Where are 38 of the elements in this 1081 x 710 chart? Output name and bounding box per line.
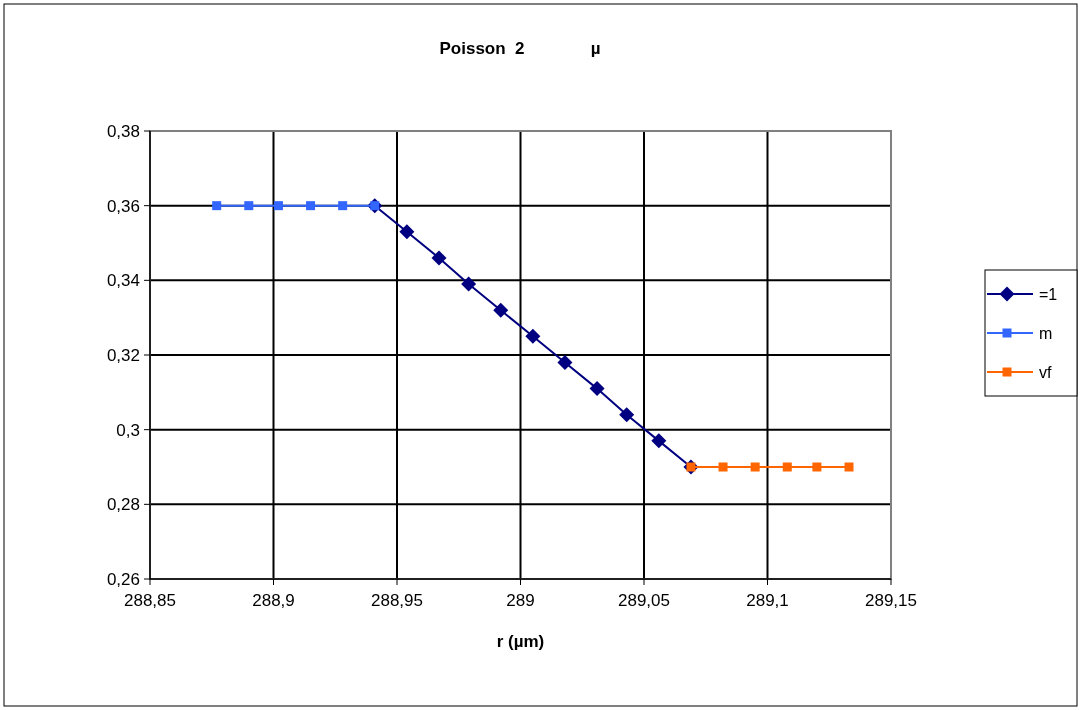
legend-label: vf bbox=[1039, 364, 1052, 381]
point bbox=[212, 201, 222, 211]
point bbox=[525, 328, 541, 344]
legend-label: =1 bbox=[1039, 286, 1058, 303]
x-tick-label: 288,9 bbox=[252, 591, 295, 610]
point bbox=[750, 462, 760, 472]
x-tick-label: 289 bbox=[506, 591, 535, 610]
chart-title: Poisson 2 µ bbox=[439, 39, 601, 58]
point bbox=[718, 462, 728, 472]
point bbox=[619, 407, 635, 423]
point bbox=[651, 433, 667, 449]
point bbox=[273, 201, 283, 211]
y-tick-label: 0,28 bbox=[106, 495, 140, 515]
point bbox=[244, 201, 254, 211]
y-tick-label: 0,38 bbox=[106, 122, 140, 141]
point bbox=[812, 462, 822, 472]
point bbox=[461, 276, 477, 292]
x-axis-title: r (µm) bbox=[496, 632, 545, 651]
point bbox=[399, 224, 415, 240]
point bbox=[493, 302, 509, 318]
x-tick-label: 289,1 bbox=[746, 591, 789, 610]
y-tick-label: 0,3 bbox=[116, 420, 140, 440]
point bbox=[338, 201, 348, 211]
point bbox=[844, 462, 854, 472]
legend-label: m bbox=[1039, 325, 1053, 342]
y-tick-label: 0,36 bbox=[106, 196, 140, 216]
x-tick-label: 288,95 bbox=[371, 591, 423, 610]
point bbox=[557, 354, 573, 370]
x-tick-label: 289,15 bbox=[865, 591, 917, 610]
point bbox=[431, 250, 447, 266]
point bbox=[589, 381, 605, 397]
y-tick-label: 0,32 bbox=[106, 346, 140, 365]
point bbox=[306, 201, 316, 211]
y-tick-label: 0,26 bbox=[106, 570, 140, 589]
point bbox=[782, 462, 792, 472]
x-tick-label: 288,85 bbox=[124, 591, 176, 610]
x-tick-label: 289,05 bbox=[618, 591, 670, 610]
y-tick-label: 0,34 bbox=[106, 271, 140, 291]
